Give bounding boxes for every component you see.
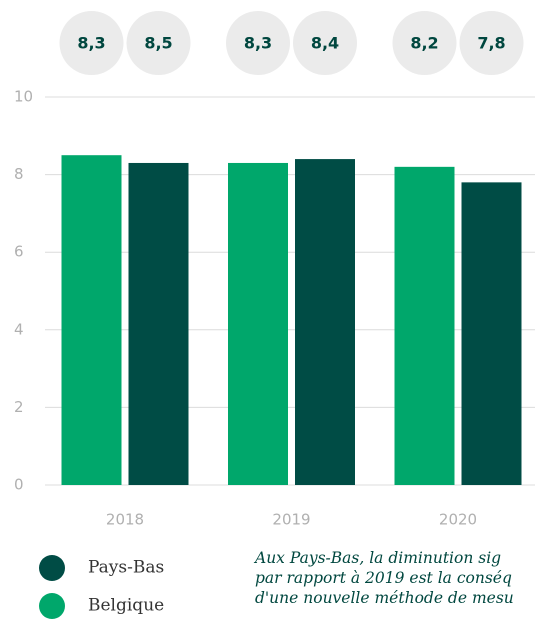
y-tick-label: 10 [14, 88, 33, 106]
badge-circle [59, 11, 124, 75]
y-tick-label: 6 [14, 243, 24, 261]
y-tick-label: 8 [14, 165, 24, 183]
y-tick-label: 4 [14, 320, 24, 338]
bar [228, 162, 288, 485]
badge-circle [226, 11, 290, 75]
badge-circle [126, 11, 191, 75]
y-tick-label: 0 [14, 476, 24, 494]
x-tick-label: 2020 [439, 511, 477, 529]
badge-circle [459, 11, 524, 75]
legend-swatch [39, 555, 65, 581]
x-tick-label: 2018 [106, 511, 144, 529]
note-line: Aux Pays-Bas, la diminution sig [253, 549, 501, 567]
y-tick-label: 2 [14, 398, 24, 416]
badge-label: 8,2 [410, 34, 438, 53]
badge-label: 8,4 [311, 34, 339, 53]
legend-swatch [39, 593, 65, 619]
badge-label: 8,3 [244, 34, 272, 53]
x-tick-label: 2019 [272, 511, 310, 529]
bar [61, 155, 122, 485]
note-line: par rapport à 2019 est la conséq [255, 569, 512, 587]
badge-circle [392, 11, 457, 75]
bar [295, 159, 355, 485]
badge-label: 8,3 [77, 34, 105, 53]
badge-label: 8,5 [144, 34, 172, 53]
badge-label: 7,8 [477, 34, 505, 53]
bar [461, 182, 522, 486]
legend-label: Belgique [88, 596, 164, 616]
legend-label: Pays-Bas [88, 558, 164, 578]
bar [128, 162, 189, 485]
badge-circle [293, 11, 357, 75]
note-line: d'une nouvelle méthode de mesu [255, 589, 514, 607]
bar [394, 166, 455, 485]
